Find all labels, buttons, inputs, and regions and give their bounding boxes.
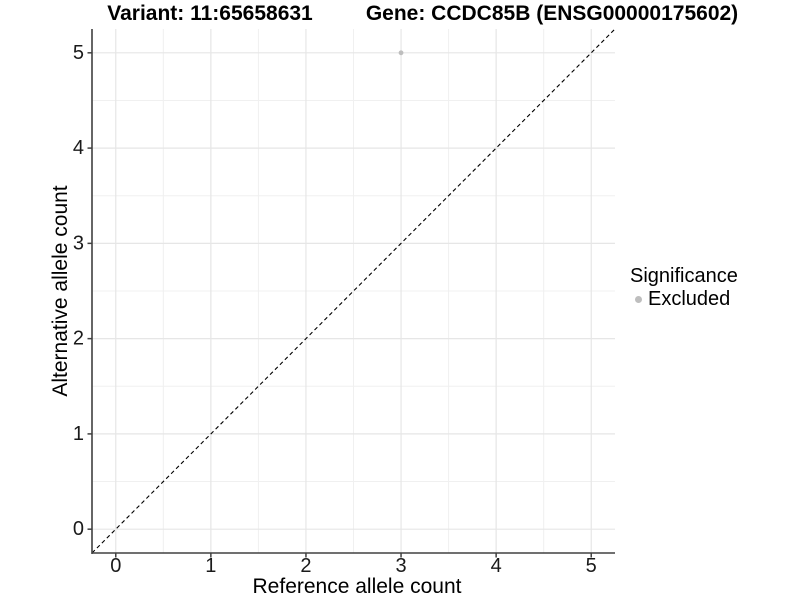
legend-item-excluded: Excluded bbox=[630, 288, 738, 311]
grid-minor bbox=[92, 29, 615, 553]
plot-title-variant: Variant: 11:65658631 bbox=[107, 2, 313, 25]
tick-marks bbox=[87, 52, 592, 558]
grid-major bbox=[92, 29, 615, 553]
tick-label: 1 bbox=[73, 423, 84, 445]
tick-label: 5 bbox=[73, 42, 84, 64]
tick-label: 4 bbox=[491, 555, 502, 577]
data-points bbox=[398, 50, 404, 56]
tick-label: 2 bbox=[300, 555, 311, 577]
axis-lines bbox=[91, 29, 615, 554]
tick-labels: 0 1 2 3 4 5 0 1 2 3 4 5 bbox=[73, 42, 597, 577]
tick-label: 0 bbox=[73, 518, 84, 540]
tick-label: 2 bbox=[73, 328, 84, 350]
plot-title-gene: Gene: CCDC85B (ENSG00000175602) bbox=[365, 2, 739, 25]
legend-item-label: Excluded bbox=[648, 288, 731, 310]
legend: Significance Excluded bbox=[630, 265, 738, 311]
y-axis-title: Alternative allele count bbox=[49, 185, 72, 397]
legend-title: Significance bbox=[630, 265, 738, 287]
identity-reference-line bbox=[91, 28, 616, 554]
tick-label: 0 bbox=[110, 555, 121, 577]
tick-label: 1 bbox=[205, 555, 216, 577]
tick-label: 3 bbox=[73, 232, 84, 254]
excluded-point-icon bbox=[635, 296, 642, 303]
tick-label: 4 bbox=[73, 137, 84, 159]
tick-label: 5 bbox=[586, 555, 597, 577]
x-axis-title: Reference allele count bbox=[252, 575, 462, 598]
data-point-excluded bbox=[398, 50, 404, 56]
tick-label: 3 bbox=[395, 555, 406, 577]
